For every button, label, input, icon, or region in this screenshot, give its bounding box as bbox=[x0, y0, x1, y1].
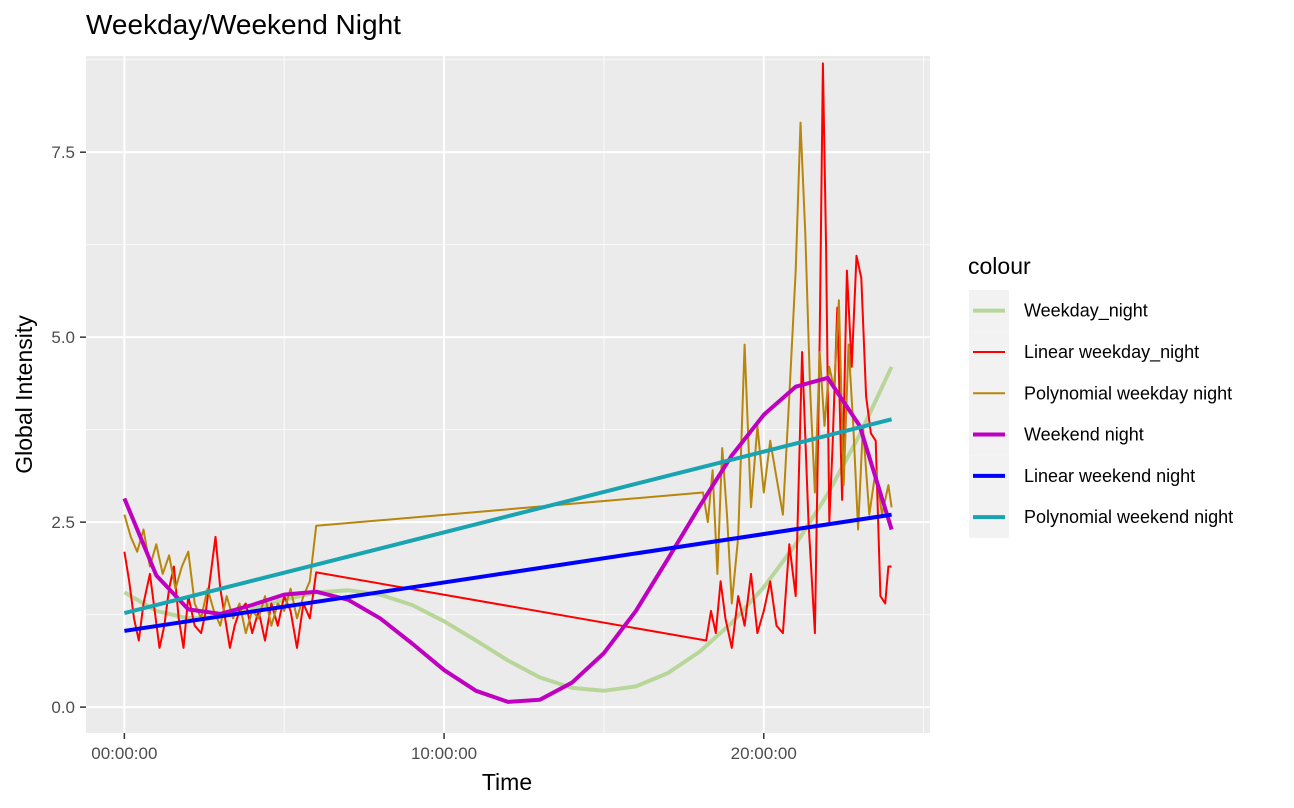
series-line-2 bbox=[123, 62, 892, 649]
series-layer bbox=[122, 62, 894, 704]
legend-label: Linear weekday_night bbox=[1024, 342, 1199, 363]
x-tick-label: 20:00:00 bbox=[731, 744, 797, 763]
legend-title: colour bbox=[968, 253, 1031, 279]
y-tick-label: 0.0 bbox=[51, 698, 75, 717]
x-axis-title: Time bbox=[482, 769, 532, 795]
legend-label: Weekday_night bbox=[1024, 301, 1148, 322]
legend-label: Weekend night bbox=[1024, 425, 1144, 445]
series-line-6 bbox=[123, 417, 893, 616]
series-line-5 bbox=[124, 512, 892, 633]
axes: 00:00:00 10:00:00 20:00:00 0.0 2.5 5.0 7.5 bbox=[51, 143, 796, 763]
chart-title: Weekday/Weekend Night bbox=[86, 9, 401, 40]
legend: colour Weekday_night Linear weekday_night… bbox=[968, 253, 1233, 538]
grid bbox=[86, 56, 930, 733]
y-tick-label: 7.5 bbox=[51, 143, 75, 162]
y-tick-label: 5.0 bbox=[51, 328, 75, 347]
y-axis-title: Global Intensity bbox=[11, 315, 37, 474]
legend-label: Polynomial weekend night bbox=[1024, 507, 1233, 527]
legend-label: Polynomial weekday night bbox=[1024, 383, 1232, 403]
series-line-4 bbox=[122, 375, 894, 704]
legend-label: Linear weekend night bbox=[1024, 466, 1195, 486]
series-line-1 bbox=[123, 365, 894, 693]
x-tick-label: 00:00:00 bbox=[91, 744, 157, 763]
y-tick-label: 2.5 bbox=[51, 513, 75, 532]
x-tick-label: 10:00:00 bbox=[411, 744, 477, 763]
